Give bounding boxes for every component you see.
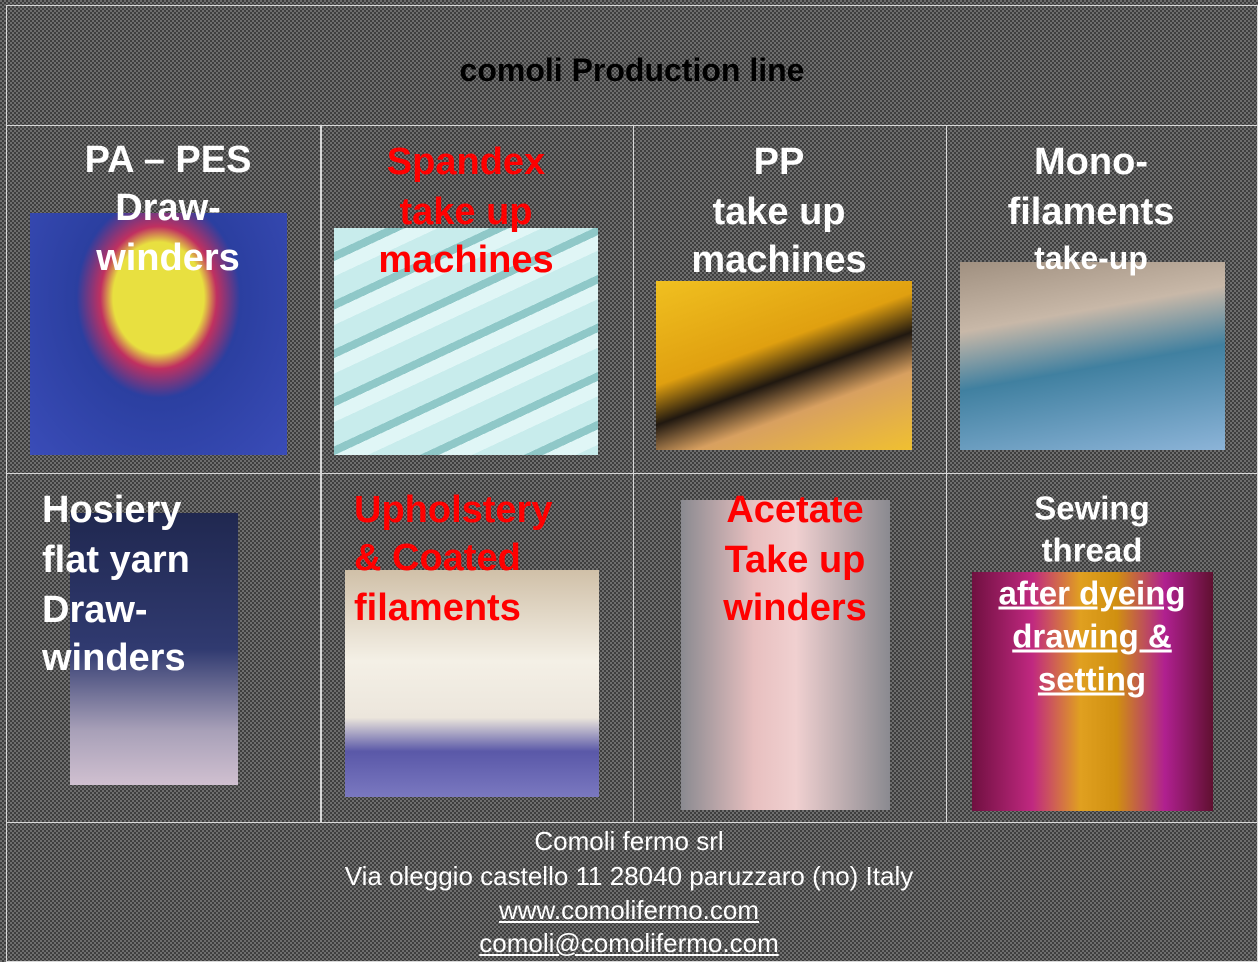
cell-text: after dyeing xyxy=(998,577,1185,610)
page: comoli Production line PA – PES Draw- wi… xyxy=(0,0,1258,955)
cell-text: PA – PES xyxy=(85,141,252,179)
photo-jacket xyxy=(656,281,912,450)
cell-text: Draw- xyxy=(115,189,221,227)
cell-text: winders xyxy=(96,239,240,277)
cell-text: & Coated xyxy=(354,539,521,577)
cell-text: winders xyxy=(42,639,186,677)
photo-filament xyxy=(960,262,1225,450)
email-link[interactable]: comoli@comolifermo.com xyxy=(0,930,1258,956)
cell-text: Hosiery xyxy=(42,491,181,529)
cell-text: filaments xyxy=(1008,193,1175,231)
cell-text: machines xyxy=(378,241,553,279)
cell-text: take-up xyxy=(1034,242,1148,274)
website-link[interactable]: www.comolifermo.com xyxy=(0,897,1258,923)
cell-text: thread xyxy=(1042,534,1143,567)
cell-text: drawing & xyxy=(1012,620,1172,653)
cell-text: flat yarn xyxy=(42,541,190,579)
cell-text: Draw- xyxy=(42,591,148,629)
cell-text: Spandex xyxy=(387,143,545,181)
cell-text: setting xyxy=(1038,663,1146,696)
cell-text: machines xyxy=(691,241,866,279)
cell-text: PP xyxy=(754,143,805,181)
cell-text: take up xyxy=(399,193,532,231)
cell-text: filaments xyxy=(354,589,521,627)
cell-text: Take up xyxy=(725,541,866,579)
cell-text: Upholstery xyxy=(354,491,552,529)
cell-text: take up xyxy=(712,193,845,231)
cell-text: Mono- xyxy=(1034,143,1148,181)
address: Via oleggio castello 11 28040 paruzzaro … xyxy=(0,863,1258,889)
title: comoli Production line xyxy=(460,54,805,86)
cell-text: winders xyxy=(723,589,867,627)
company: Comoli fermo srl xyxy=(0,828,1258,854)
cell-text: Acetate xyxy=(726,491,863,529)
cell-text: Sewing xyxy=(1034,492,1150,525)
